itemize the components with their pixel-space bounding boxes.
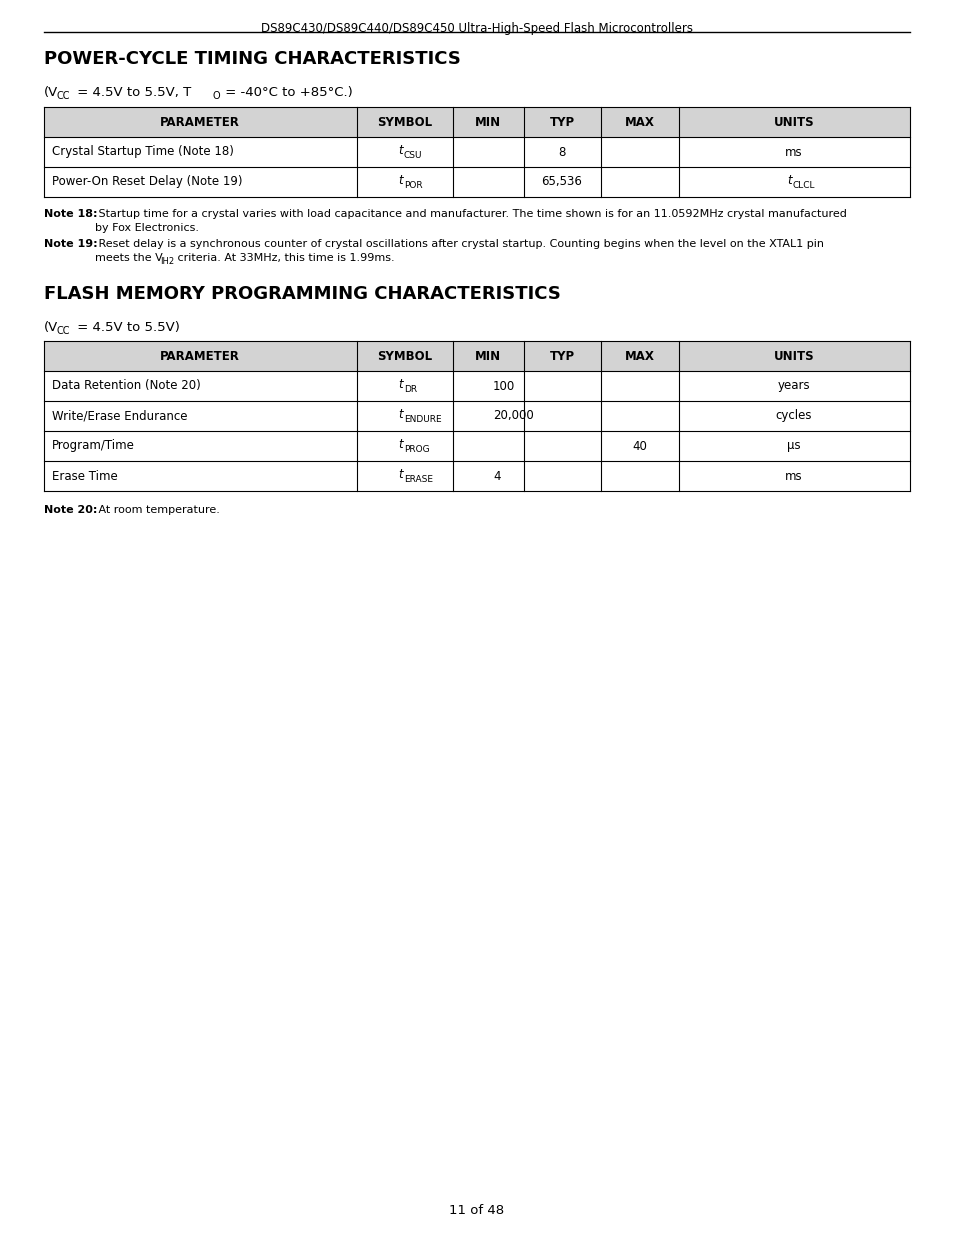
Text: O: O	[213, 91, 220, 101]
Text: by Fox Electronics.: by Fox Electronics.	[95, 224, 199, 233]
Text: t: t	[398, 468, 402, 480]
Text: TYP: TYP	[549, 350, 574, 363]
Bar	[44, 341, 909, 370]
Text: Write/Erase Endurance: Write/Erase Endurance	[52, 410, 188, 422]
Text: μs: μs	[786, 440, 800, 452]
Text: Data Retention (Note 20): Data Retention (Note 20)	[52, 379, 200, 393]
Text: t: t	[398, 408, 402, 420]
Text: t: t	[398, 378, 402, 390]
Text: t: t	[398, 173, 402, 186]
Text: DS89C430/DS89C440/DS89C450 Ultra-High-Speed Flash Microcontrollers: DS89C430/DS89C440/DS89C450 Ultra-High-Sp…	[261, 22, 692, 35]
Text: Note 18:: Note 18:	[44, 209, 97, 219]
Text: t: t	[398, 437, 402, 451]
Text: DR: DR	[403, 385, 416, 394]
Text: (V: (V	[44, 321, 58, 333]
Text: criteria. At 33MHz, this time is 1.99ms.: criteria. At 33MHz, this time is 1.99ms.	[173, 253, 395, 263]
Text: PARAMETER: PARAMETER	[160, 116, 240, 128]
Bar	[44, 107, 909, 198]
Text: years: years	[777, 379, 809, 393]
Text: TYP: TYP	[549, 116, 574, 128]
Text: MAX: MAX	[624, 350, 655, 363]
Text: At room temperature.: At room temperature.	[95, 505, 219, 515]
Text: t: t	[786, 173, 791, 186]
Text: cycles: cycles	[775, 410, 811, 422]
Text: CSU: CSU	[403, 152, 422, 161]
Text: ms: ms	[784, 469, 802, 483]
Text: UNITS: UNITS	[773, 116, 814, 128]
Text: Reset delay is a synchronous counter of crystal oscillations after crystal start: Reset delay is a synchronous counter of …	[95, 240, 823, 249]
Text: Note 19:: Note 19:	[44, 240, 97, 249]
Text: ERASE: ERASE	[403, 475, 433, 484]
Text: IH2: IH2	[160, 257, 174, 266]
Text: Startup time for a crystal varies with load capacitance and manufacturer. The ti: Startup time for a crystal varies with l…	[95, 209, 846, 219]
Text: 8: 8	[558, 146, 565, 158]
Text: 100: 100	[493, 379, 515, 393]
Text: Crystal Startup Time (Note 18): Crystal Startup Time (Note 18)	[52, 146, 233, 158]
Text: 11 of 48: 11 of 48	[449, 1203, 504, 1216]
Text: 40: 40	[632, 440, 647, 452]
Text: Note 20:: Note 20:	[44, 505, 97, 515]
Text: ENDURE: ENDURE	[403, 415, 441, 425]
Text: UNITS: UNITS	[773, 350, 814, 363]
Text: 4: 4	[493, 469, 500, 483]
Text: SYMBOL: SYMBOL	[377, 350, 432, 363]
Text: CLCL: CLCL	[792, 182, 815, 190]
Text: t: t	[398, 143, 402, 157]
Text: 65,536: 65,536	[541, 175, 582, 189]
Text: meets the V: meets the V	[95, 253, 163, 263]
Bar	[44, 107, 909, 137]
Text: MIN: MIN	[475, 350, 500, 363]
Text: POWER-CYCLE TIMING CHARACTERISTICS: POWER-CYCLE TIMING CHARACTERISTICS	[44, 49, 460, 68]
Text: PROG: PROG	[403, 446, 429, 454]
Text: PARAMETER: PARAMETER	[160, 350, 240, 363]
Text: Erase Time: Erase Time	[52, 469, 117, 483]
Text: = 4.5V to 5.5V, T: = 4.5V to 5.5V, T	[73, 86, 191, 99]
Text: CC: CC	[57, 326, 71, 336]
Text: = -40°C to +85°C.): = -40°C to +85°C.)	[221, 86, 353, 99]
Text: FLASH MEMORY PROGRAMMING CHARACTERISTICS: FLASH MEMORY PROGRAMMING CHARACTERISTICS	[44, 285, 560, 303]
Text: POR: POR	[403, 182, 422, 190]
Text: = 4.5V to 5.5V): = 4.5V to 5.5V)	[73, 321, 180, 333]
Text: Program/Time: Program/Time	[52, 440, 134, 452]
Text: CC: CC	[57, 91, 71, 101]
Text: (V: (V	[44, 86, 58, 99]
Text: MAX: MAX	[624, 116, 655, 128]
Text: Power-On Reset Delay (Note 19): Power-On Reset Delay (Note 19)	[52, 175, 242, 189]
Text: ms: ms	[784, 146, 802, 158]
Bar	[44, 341, 909, 492]
Text: MIN: MIN	[475, 116, 500, 128]
Text: SYMBOL: SYMBOL	[377, 116, 432, 128]
Text: 20,000: 20,000	[493, 410, 533, 422]
